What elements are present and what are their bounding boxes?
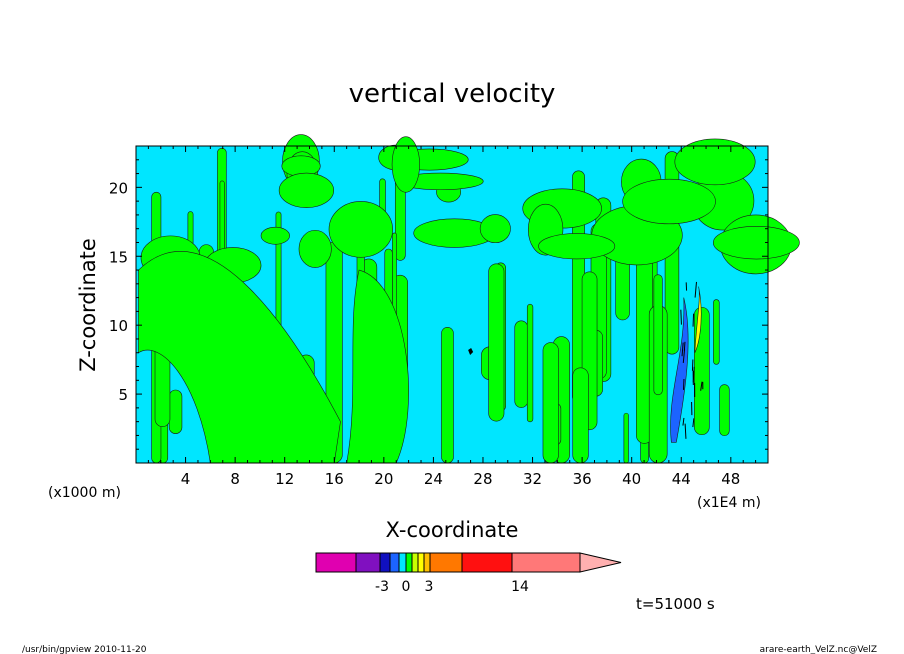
x-tick-label: 16 [325, 470, 344, 488]
colorbar-segment [405, 552, 413, 573]
colorbar-segment [389, 552, 400, 573]
strong-updraft-region [694, 286, 702, 353]
x-axis: 4 8 12 16 20 24 28 32 36 40 44 48 [147, 146, 757, 488]
colorbar-segment [429, 552, 463, 573]
contour-region [622, 178, 716, 225]
contour-line [684, 423, 687, 439]
contour-region [712, 226, 800, 260]
plot-area [135, 134, 800, 464]
chart-title: vertical velocity [349, 79, 556, 109]
x-tick-label: 24 [424, 470, 443, 488]
contour-line [694, 281, 697, 298]
contour-region [278, 172, 335, 208]
colorbar-segment [461, 552, 513, 573]
contour-region [719, 384, 730, 437]
contour-line [681, 342, 684, 357]
x-tick-label: 12 [275, 470, 294, 488]
contour-region [674, 138, 756, 186]
contour-line [692, 418, 695, 428]
contour-region [479, 214, 511, 244]
y-tick-label: 5 [118, 386, 128, 404]
x-axis-label: X-coordinate [386, 518, 519, 542]
downdraft-region [670, 297, 689, 443]
time-label: t=51000 s [636, 595, 715, 613]
y-axis-label: Z-coordinate [76, 238, 100, 372]
contour-line [682, 348, 686, 363]
colorbar-segment [423, 552, 431, 573]
footer-right: arare-earth_VelZ.nc@VelZ [760, 645, 877, 654]
colorbar-tick-label: 3 [425, 579, 434, 595]
y-tick-label: 15 [109, 248, 128, 266]
y-tick-label: 10 [109, 317, 128, 335]
contour-region [572, 367, 589, 464]
x-tick-label: 44 [672, 470, 691, 488]
contour-line [700, 381, 703, 391]
colorbar-tick-label: 0 [402, 579, 411, 595]
contour-region [391, 136, 420, 193]
x-tick-label: 36 [573, 470, 592, 488]
colorbar-tick-labels: -3 0 3 14 [375, 579, 529, 595]
colorbar-segment [315, 552, 357, 573]
colorbar-segment [417, 552, 425, 573]
contour-region [526, 303, 534, 423]
contour-line [680, 309, 682, 325]
colorbar-segment [511, 552, 581, 573]
colorbar-segment [411, 552, 419, 573]
x-tick-label: 28 [473, 470, 492, 488]
contour-line [682, 417, 685, 426]
colorbar-segment [398, 552, 407, 573]
contour-region [260, 226, 290, 245]
colorbar-arrow [579, 552, 622, 573]
contour-region [441, 327, 454, 464]
colorbar [315, 552, 622, 573]
contour-region [488, 263, 505, 422]
contour-region [168, 389, 183, 434]
contour-line [683, 341, 686, 351]
contour-region [328, 201, 393, 258]
x-tick-label: 48 [721, 470, 740, 488]
contour-region [298, 229, 332, 268]
x-unit-right: (x1E4 m) [697, 495, 761, 511]
x-tick-label: 4 [181, 470, 191, 488]
x-tick-label: 20 [374, 470, 393, 488]
colorbar-tick-label: -3 [375, 579, 389, 595]
x-tick-label: 40 [622, 470, 641, 488]
x-tick-label: 32 [523, 470, 542, 488]
contour-region [514, 320, 529, 408]
contour-region [694, 306, 710, 436]
contour-region [623, 412, 629, 464]
x-unit-left: (x1000 m) [48, 485, 121, 501]
x-tick-label: 8 [230, 470, 240, 488]
contour-region [653, 274, 663, 396]
y-tick-label: 20 [109, 179, 128, 197]
y-axis: 5 10 15 20 [109, 159, 768, 450]
contour-region [542, 342, 559, 464]
contour-region [468, 347, 474, 355]
colorbar-tick-label: 14 [511, 579, 529, 595]
contour-region [538, 233, 616, 260]
contour-region [713, 299, 720, 365]
footer-left: /usr/bin/gpview 2010-11-20 [22, 645, 147, 654]
colorbar-segment [355, 552, 381, 573]
contour-region [138, 251, 341, 464]
plot-frame [135, 145, 769, 464]
colorbar-segment [379, 552, 391, 573]
